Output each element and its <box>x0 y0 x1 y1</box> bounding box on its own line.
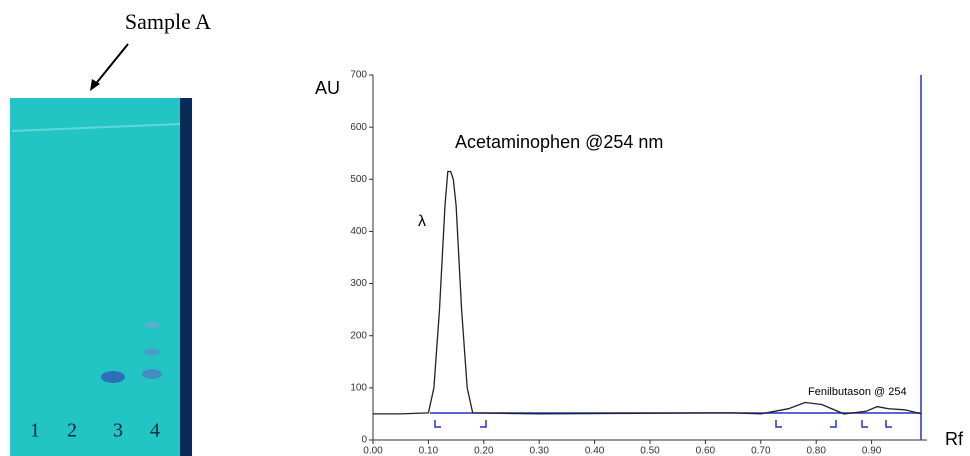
y-tick-label: 100 <box>350 382 367 393</box>
y-tick-label: 400 <box>350 226 367 237</box>
y-tick-label: 200 <box>350 330 367 341</box>
annotation: Fenilbutason @ 254 <box>808 386 907 398</box>
y-tick-label: 600 <box>350 122 367 133</box>
solvent-front <box>11 123 181 132</box>
lane-label: 2 <box>67 420 77 442</box>
x-tick-label: 0.40 <box>585 446 605 456</box>
spot <box>142 369 162 379</box>
spot <box>101 371 125 383</box>
x-tick-label: 0.20 <box>474 446 494 456</box>
lane-label: 1 <box>30 420 40 442</box>
annotation: Acetaminophen @254 nm <box>455 132 663 152</box>
x-axis-label: Rf <box>945 429 964 449</box>
x-tick-label: 0.70 <box>751 446 771 456</box>
arrow-head <box>90 79 100 91</box>
x-tick-label: 0.10 <box>419 446 439 456</box>
spot <box>145 322 159 328</box>
y-tick-label: 300 <box>350 278 367 289</box>
x-tick-label: 0.30 <box>529 446 549 456</box>
data-line <box>373 170 922 415</box>
x-tick-label: 0.60 <box>696 446 716 456</box>
y-tick-label: 700 <box>350 70 367 81</box>
arrow <box>93 43 129 87</box>
y-tick-label: 500 <box>350 174 367 185</box>
plate-edge <box>180 98 192 456</box>
y-axis-label: AU <box>315 78 340 98</box>
sample-label: Sample A <box>125 9 211 34</box>
spot <box>144 348 160 356</box>
x-tick-label: 0.80 <box>806 446 826 456</box>
integration-marks <box>430 412 921 428</box>
x-tick-label: 0.00 <box>363 446 383 456</box>
y-tick-label: 0 <box>361 435 367 446</box>
x-tick-label: 0.90 <box>862 446 882 456</box>
lane-label: 4 <box>150 420 160 442</box>
tlc-plate <box>10 98 192 456</box>
x-tick-label: 0.50 <box>640 446 660 456</box>
lane-label: 3 <box>113 420 123 442</box>
annotation: λ <box>418 213 426 230</box>
